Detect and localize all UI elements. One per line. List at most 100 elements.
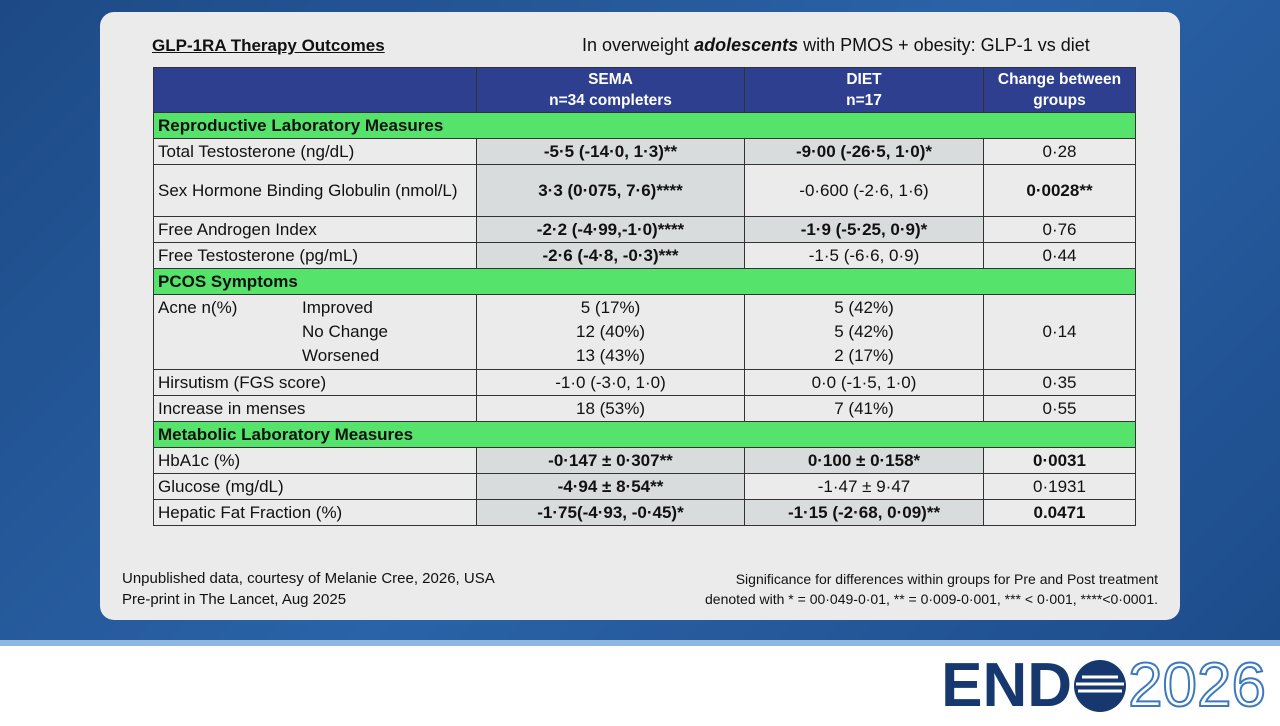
header-cell: SEMA n=34 completers bbox=[476, 67, 745, 113]
value-line: 2 (17%) bbox=[834, 346, 894, 365]
label-text: Glucose (mg/dL) bbox=[158, 476, 284, 496]
row-label: Acne n(%) Improved No Change Worsened bbox=[153, 294, 477, 370]
row-label: HbA1c (%) bbox=[153, 447, 477, 474]
header-cell: Change between groups bbox=[983, 67, 1136, 113]
row: Acne n(%) Improved No Change Worsened 5 (17%… bbox=[153, 294, 1136, 370]
header-cell: DIET n=17 bbox=[744, 67, 984, 113]
value-cell: 5 (17%) 12 (40%) 13 (43%) bbox=[476, 294, 745, 370]
footer-right: Significance for differences within grou… bbox=[705, 569, 1158, 609]
label-text: Free Testosterone (pg/mL) bbox=[158, 245, 358, 265]
footer-line: Unpublished data, courtesy of Melanie Cr… bbox=[122, 570, 495, 587]
label-wrap: Acne n(%) Improved No Change Worsened bbox=[158, 296, 472, 368]
footer-left: Unpublished data, courtesy of Melanie Cr… bbox=[122, 568, 495, 610]
logo-year: 2026 bbox=[1127, 650, 1267, 721]
value-line: 5 (42%) bbox=[834, 298, 894, 317]
value-cell: 7 (41%) bbox=[744, 395, 984, 422]
value-cell: -2·6 (-4·8, -0·3)*** bbox=[476, 242, 745, 269]
subtitle-part: adolescents bbox=[694, 35, 799, 55]
row-label: Hepatic Fat Fraction (%) bbox=[153, 499, 477, 526]
value-cell: 0·44 bbox=[983, 242, 1136, 269]
header-line: n=34 completers bbox=[549, 92, 672, 109]
row: HbA1c (%) -0·147 ± 0·307** 0·100 ± 0·158* 0… bbox=[153, 447, 1136, 474]
value-cell: 0·100 ± 0·158* bbox=[744, 447, 984, 474]
value-cell: -0·600 (-2·6, 1·6) bbox=[744, 164, 984, 217]
subtitle-part: In overweight bbox=[582, 35, 695, 55]
row: Hepatic Fat Fraction (%) -1·75(-4·93, -0·… bbox=[153, 499, 1136, 526]
header-line: Change between groups bbox=[997, 71, 1122, 109]
value-cell: 5 (42%) 5 (42%) 2 (17%) bbox=[744, 294, 984, 370]
row: Increase in menses 18 (53%) 7 (41%) 0·55 bbox=[153, 395, 1136, 422]
value-cell: 0·55 bbox=[983, 395, 1136, 422]
row: Free Testosterone (pg/mL) -2·6 (-4·8, -0·… bbox=[153, 242, 1136, 269]
sublabel: Worsened bbox=[302, 346, 380, 365]
row-label: Glucose (mg/dL) bbox=[153, 473, 477, 500]
row: Sex Hormone Binding Globulin (nmol/L) 3·3… bbox=[153, 164, 1136, 217]
label-text: Sex Hormone Binding Globulin (nmol/L) bbox=[158, 180, 458, 200]
section-title: PCOS Symptoms bbox=[153, 268, 1136, 295]
label-text: Total Testosterone (ng/dL) bbox=[158, 141, 355, 161]
label-text: HbA1c (%) bbox=[158, 450, 241, 470]
value-cell: -2·2 (-4·99,-1·0)**** bbox=[476, 216, 745, 243]
section-title: Reproductive Laboratory Measures bbox=[153, 112, 1136, 139]
row-label: Sex Hormone Binding Globulin (nmol/L) bbox=[153, 164, 477, 217]
label-text: Hirsutism (FGS score) bbox=[158, 372, 327, 392]
row-label: Total Testosterone (ng/dL) bbox=[153, 138, 477, 165]
value-cell: -4·94 ± 8·54** bbox=[476, 473, 745, 500]
value-cell: -0·147 ± 0·307** bbox=[476, 447, 745, 474]
panel: GLP-1RA Therapy Outcomes In overweight a… bbox=[100, 12, 1180, 620]
row-label: Increase in menses bbox=[153, 395, 477, 422]
footer-band bbox=[0, 640, 1280, 726]
subtitle-part: with PMOS + obesity: GLP-1 vs diet bbox=[798, 35, 1090, 55]
header-line: DIET bbox=[846, 71, 882, 88]
outcomes-table: SEMA n=34 completers DIET n=17 Change betwee… bbox=[153, 67, 1136, 526]
sublabel: No Change bbox=[302, 322, 389, 341]
label-text: Increase in menses bbox=[158, 398, 306, 418]
row: Free Androgen Index -2·2 (-4·99,-1·0)****… bbox=[153, 216, 1136, 243]
row-label: Free Testosterone (pg/mL) bbox=[153, 242, 477, 269]
label-text: Hepatic Fat Fraction (%) bbox=[158, 502, 343, 522]
value-cell: 0·35 bbox=[983, 369, 1136, 396]
label-text: Free Androgen Index bbox=[158, 219, 317, 239]
row-label: Free Androgen Index bbox=[153, 216, 477, 243]
section-row: Metabolic Laboratory Measures bbox=[153, 421, 1136, 448]
logo-globe bbox=[1074, 659, 1127, 712]
footer-line: Pre-print in The Lancet, Aug 2025 bbox=[122, 591, 347, 608]
footer-line: denoted with * = 00·049-0·01, ** = 0·009… bbox=[705, 591, 1158, 607]
row-label: Hirsutism (FGS score) bbox=[153, 369, 477, 396]
logo-text: END bbox=[941, 651, 1073, 720]
subtitle: In overweight adolescents with PMOS + ob… bbox=[582, 35, 1090, 56]
section-row: PCOS Symptoms bbox=[153, 268, 1136, 295]
title: GLP-1RA Therapy Outcomes bbox=[152, 36, 385, 55]
value-cell: 0·0028** bbox=[983, 164, 1136, 217]
section-row: Reproductive Laboratory Measures bbox=[153, 112, 1136, 139]
value-cell: 0·14 bbox=[983, 294, 1136, 370]
sublabel: Improved bbox=[302, 298, 373, 317]
header-line: SEMA bbox=[588, 71, 633, 88]
value-cell: 0·0031 bbox=[983, 447, 1136, 474]
value-cell: -5·5 (-14·0, 1·3)** bbox=[476, 138, 745, 165]
value-cell: -1·9 (-5·25, 0·9)* bbox=[744, 216, 984, 243]
value-cell: 0·76 bbox=[983, 216, 1136, 243]
sublabels: Improved No Change Worsened bbox=[302, 296, 388, 368]
logo: END 2026 bbox=[941, 650, 1267, 721]
row: Glucose (mg/dL) -4·94 ± 8·54** -1·47 ± 9·4… bbox=[153, 473, 1136, 500]
value-cell: -1·0 (-3·0, 1·0) bbox=[476, 369, 745, 396]
footer-line: Significance for differences within grou… bbox=[735, 571, 1158, 587]
header-cell bbox=[153, 67, 477, 113]
value-cell: 3·3 (0·075, 7·6)**** bbox=[476, 164, 745, 217]
value-cell: 0.0471 bbox=[983, 499, 1136, 526]
row: Total Testosterone (ng/dL) -5·5 (-14·0, 1… bbox=[153, 138, 1136, 165]
value-line: 5 (17%) bbox=[580, 298, 641, 317]
value-cell: 18 (53%) bbox=[476, 395, 745, 422]
value-cell: -9·00 (-26·5, 1·0)* bbox=[744, 138, 984, 165]
value-cell: -1·5 (-6·6, 0·9) bbox=[744, 242, 984, 269]
value-cell: -1·75(-4·93, -0·45)* bbox=[476, 499, 745, 526]
value-line: 13 (43%) bbox=[576, 346, 645, 365]
value-cell: 0·0 (-1·5, 1·0) bbox=[744, 369, 984, 396]
value-cell: -1·47 ± 9·47 bbox=[744, 473, 984, 500]
value-cell: 0·28 bbox=[983, 138, 1136, 165]
label-main: Acne n(%) bbox=[158, 298, 238, 317]
row: Hirsutism (FGS score) -1·0 (-3·0, 1·0) 0·0… bbox=[153, 369, 1136, 396]
value-cell: -1·15 (-2·68, 0·09)** bbox=[744, 499, 984, 526]
